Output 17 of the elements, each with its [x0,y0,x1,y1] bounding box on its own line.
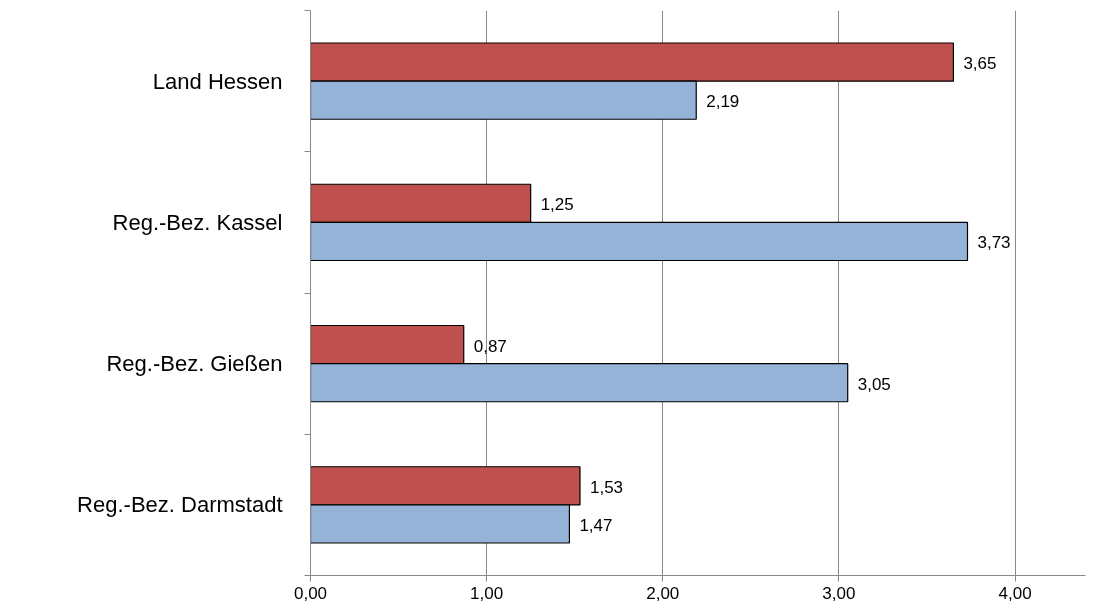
y-tick-label: Land Hessen [152,68,283,94]
data-label: 1,53 [589,477,624,497]
data-label: 3,05 [857,374,891,394]
data-label: 1,47 [579,515,613,535]
y-tick-label: Reg.-Bez. Kassel [112,209,283,235]
x-tick-label: 1,00 [470,583,504,603]
data-label: 2,19 [706,92,740,112]
data-label: 1,25 [540,195,574,215]
x-tick-label: 4,00 [998,583,1032,603]
data-label: 3,65 [963,54,997,74]
y-tick-label: Reg.-Bez. Darmstadt [77,492,283,518]
x-tick-label: 3,00 [822,583,856,603]
data-label: 0,87 [473,336,507,356]
y-tick-label: Reg.-Bez. Gießen [106,351,283,377]
x-tick-label: 2,00 [646,583,680,603]
x-tick-label: 0,00 [293,583,328,603]
data-label: 3,73 [977,233,1011,253]
